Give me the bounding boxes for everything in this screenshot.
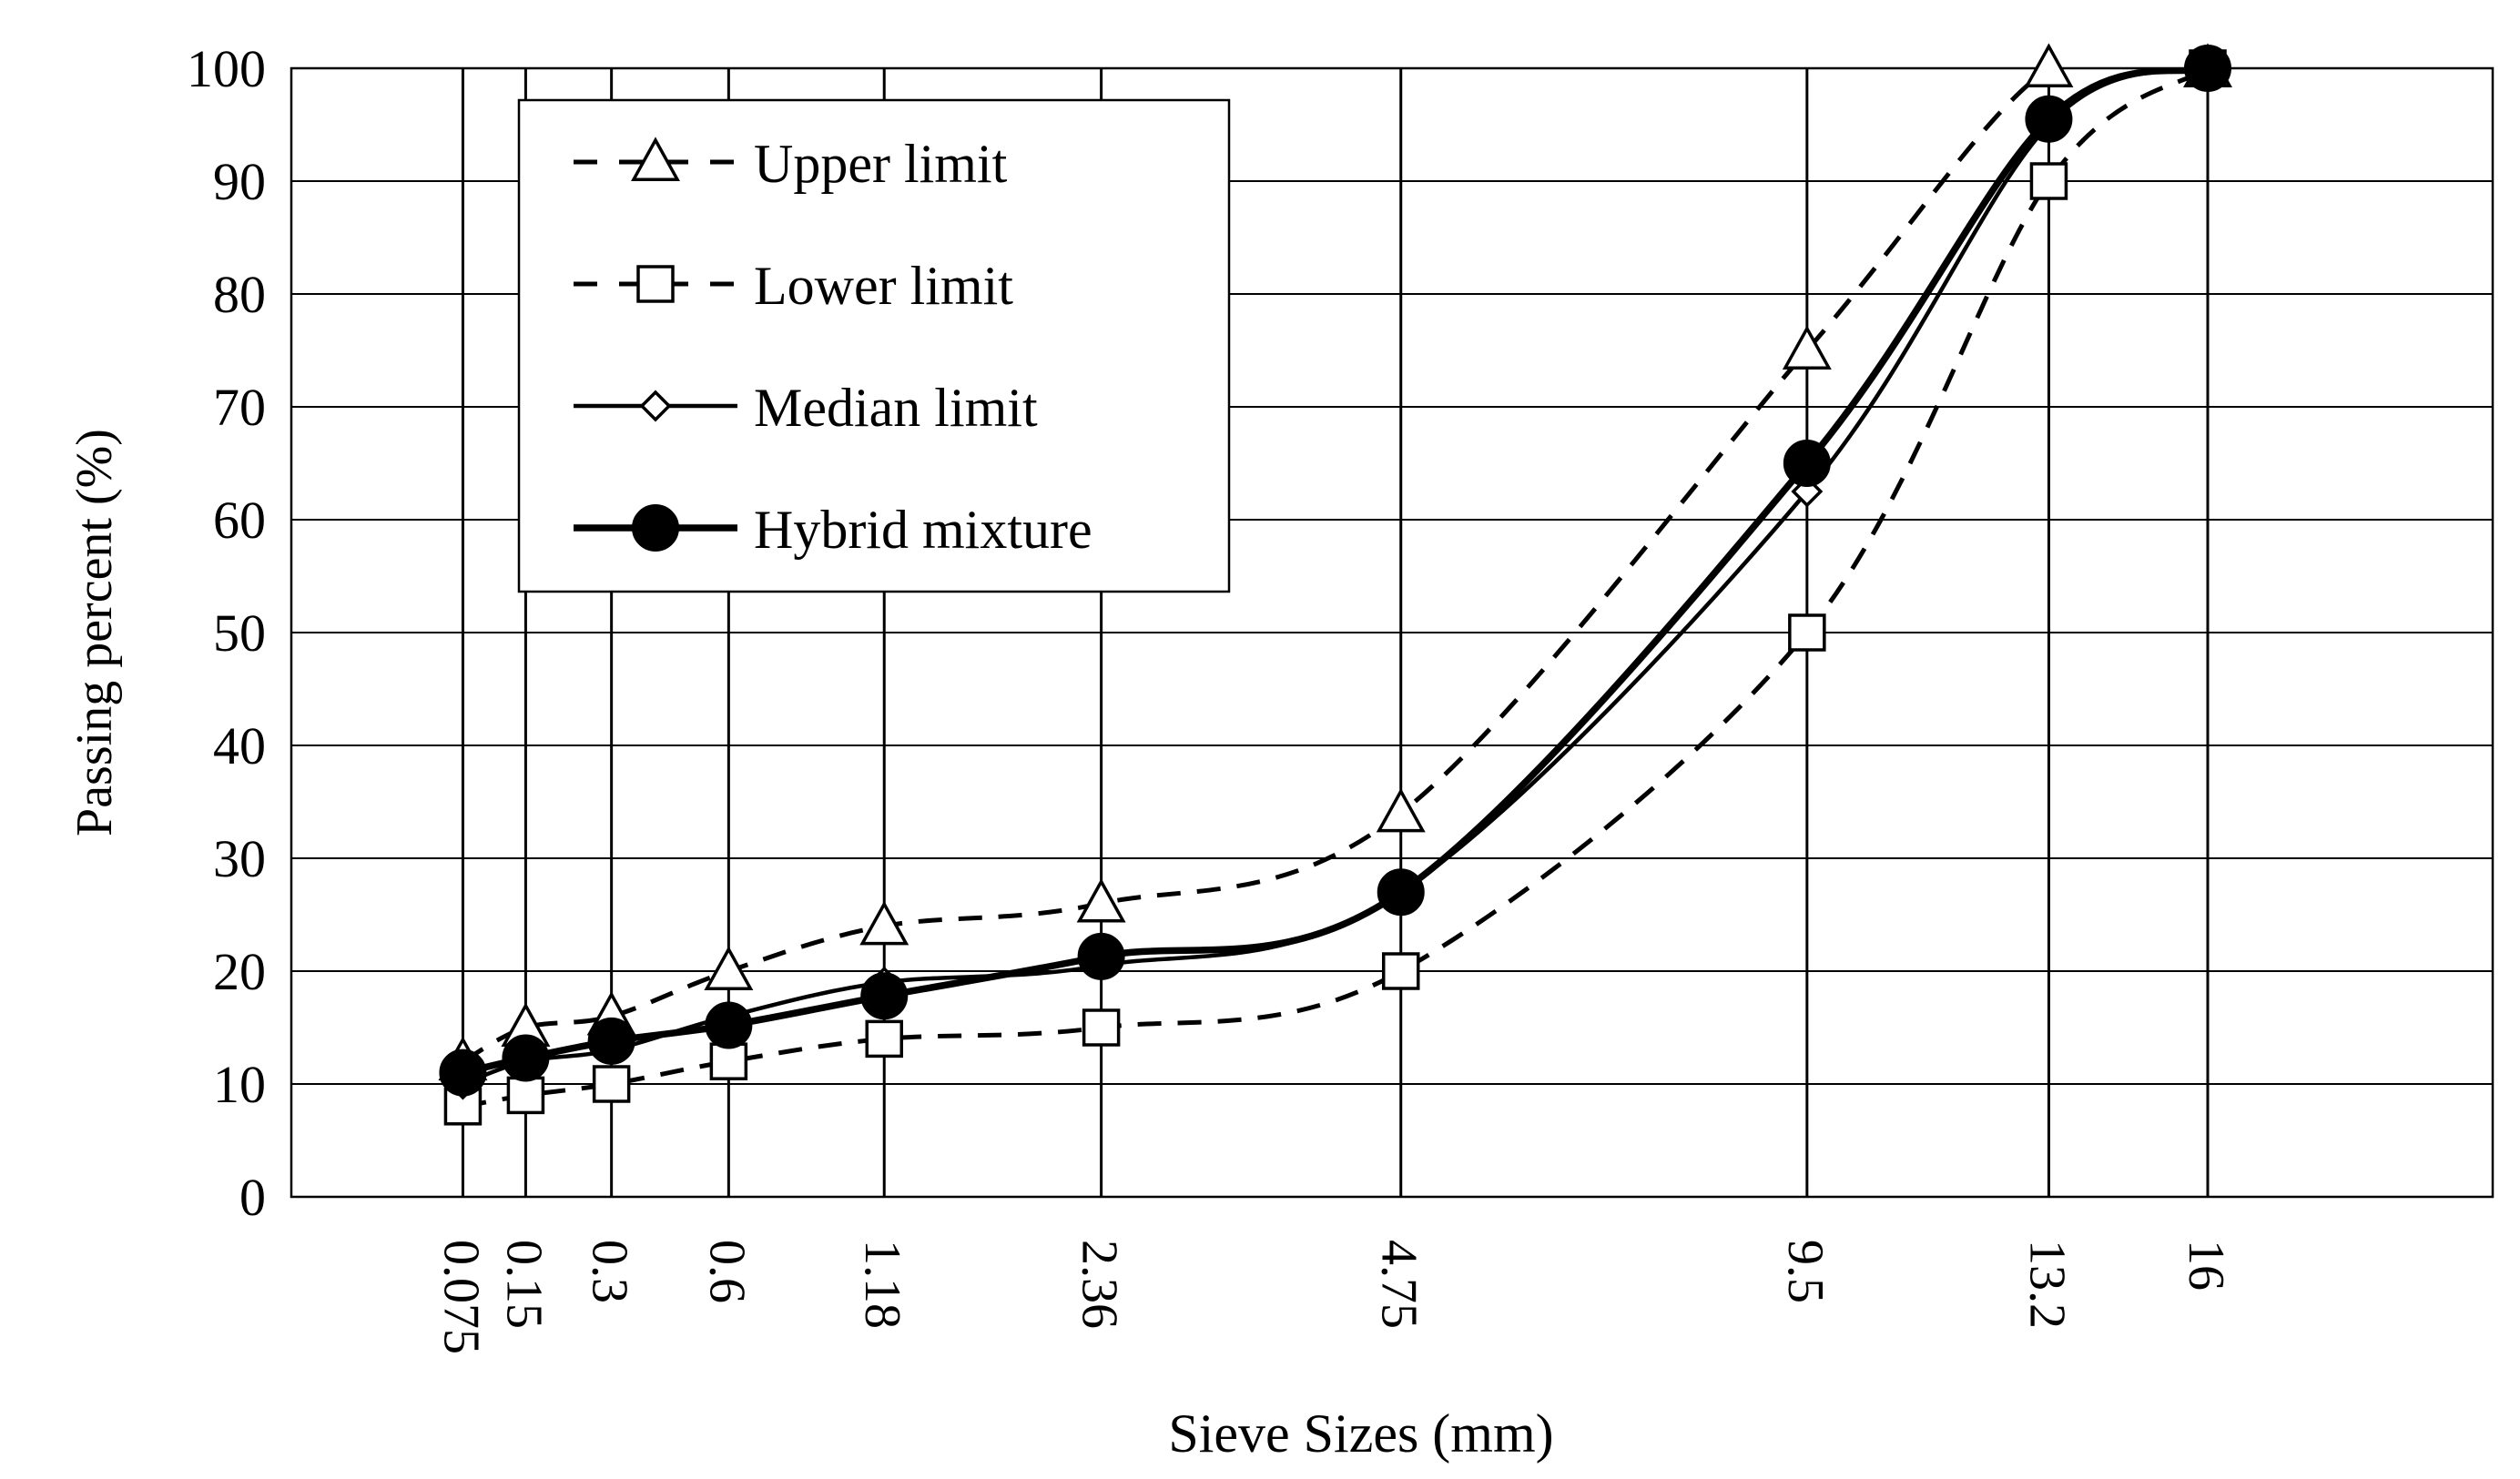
y-tick-label: 80 xyxy=(213,265,266,324)
x-tick-label: 0.3 xyxy=(582,1240,638,1303)
hybrid-mixture-circle-marker xyxy=(587,1017,635,1065)
marker-layer xyxy=(438,43,2232,1126)
lower-limit-line xyxy=(462,68,2210,1109)
legend-label: Lower limit xyxy=(754,256,1013,316)
square-marker-box xyxy=(865,1019,903,1059)
lower-limit-square-marker xyxy=(592,1065,631,1103)
upper-limit-triangle-marker xyxy=(1376,787,1426,833)
y-tick-label: 30 xyxy=(213,829,266,888)
upper-limit-triangle-marker xyxy=(1782,325,1832,370)
x-tick-label: 2.36 xyxy=(1072,1240,1128,1329)
y-tick-label: 70 xyxy=(213,378,266,437)
legend-marker-upper-limit xyxy=(631,137,680,181)
square-marker-box xyxy=(1082,1008,1121,1047)
x-tick-label: 1.18 xyxy=(854,1240,910,1329)
upper-limit-line xyxy=(462,68,2208,1064)
x-tick-label: 0.075 xyxy=(432,1240,489,1354)
legend-marker-hybrid-mixture xyxy=(632,504,679,552)
upper-limit-triangle-marker xyxy=(2024,43,2074,87)
lower-limit-square-marker xyxy=(506,1076,545,1115)
square-marker-box xyxy=(709,1042,748,1080)
lower-limit-square-marker xyxy=(2029,162,2068,200)
y-tick-label: 10 xyxy=(213,1055,266,1114)
legend-entry-upper-limit: Upper limit xyxy=(574,134,1008,194)
legend-entry-lower-limit: Lower limit xyxy=(574,256,1013,316)
x-tick-label: 16 xyxy=(2178,1240,2234,1291)
legend-marker-lower-limit xyxy=(636,265,675,303)
upper-limit-triangle-marker xyxy=(859,900,909,946)
y-tick-label: 50 xyxy=(213,603,266,663)
legend: Upper limit Lower limit Median limit Hybrid… xyxy=(517,98,1231,593)
x-tick-label: 0.15 xyxy=(495,1240,552,1329)
hybrid-mixture-circle-marker xyxy=(2025,95,2073,143)
legend-entry-median-limit: Median limit xyxy=(574,378,1038,438)
y-tick-label: 60 xyxy=(213,491,266,550)
square-marker-box xyxy=(506,1076,545,1115)
square-marker-box xyxy=(592,1065,631,1103)
square-marker-box xyxy=(1788,613,1826,652)
square-marker-box xyxy=(2029,162,2068,200)
legend-box xyxy=(517,98,1231,593)
upper-limit-triangle-marker xyxy=(1076,877,1126,923)
series-layer xyxy=(462,68,2210,1109)
legend-label: Hybrid mixture xyxy=(754,500,1092,560)
y-tick-label: 90 xyxy=(213,152,266,211)
hybrid-mixture-circle-marker xyxy=(860,972,909,1020)
lower-limit-square-marker xyxy=(865,1019,903,1059)
tick-labels: 0 10 20 30 40 50 60 70 80 90 100 0.075 0.15 0.3 0.6 1.1… xyxy=(187,39,2234,1354)
hybrid-mixture-circle-marker xyxy=(2183,45,2231,92)
x-tick-label: 9.5 xyxy=(1777,1240,1834,1303)
lower-limit-square-marker xyxy=(709,1042,748,1080)
y-tick-label: 40 xyxy=(213,716,266,775)
hybrid-mixture-circle-marker xyxy=(1783,440,1831,487)
hybrid-mixture-circle-marker xyxy=(439,1048,487,1097)
legend-label: Median limit xyxy=(754,378,1038,438)
y-tick-label: 20 xyxy=(213,942,266,1001)
median-limit-line xyxy=(462,68,2209,1087)
x-tick-label: 0.6 xyxy=(698,1240,755,1303)
x-tick-label: 13.2 xyxy=(2018,1240,2075,1329)
square-marker-box xyxy=(636,265,675,303)
lower-limit-square-marker xyxy=(1381,952,1420,990)
y-tick-label: 100 xyxy=(187,39,266,98)
hybrid-mixture-circle-marker xyxy=(705,1001,753,1049)
upper-limit-triangle-marker xyxy=(704,946,754,990)
square-marker-box xyxy=(1381,952,1420,990)
hybrid-mixture-circle-marker xyxy=(1077,932,1125,980)
hybrid-mixture-circle-marker xyxy=(502,1034,550,1082)
legend-entry-hybrid-mixture: Hybrid mixture xyxy=(574,500,1092,560)
legend-label: Upper limit xyxy=(754,134,1008,194)
hybrid-mixture-line xyxy=(462,68,2210,1077)
lower-limit-square-marker xyxy=(1082,1008,1121,1047)
legend-marker-median-limit xyxy=(639,390,672,422)
hybrid-mixture-circle-marker xyxy=(1377,868,1425,917)
y-axis-label: Passing percent (%) xyxy=(66,429,123,836)
lower-limit-square-marker xyxy=(1788,613,1826,652)
x-tick-label: 4.75 xyxy=(1371,1240,1428,1329)
x-axis-label: Sieve Sizes (mm) xyxy=(1168,1403,1553,1464)
y-tick-label: 0 xyxy=(239,1168,266,1227)
